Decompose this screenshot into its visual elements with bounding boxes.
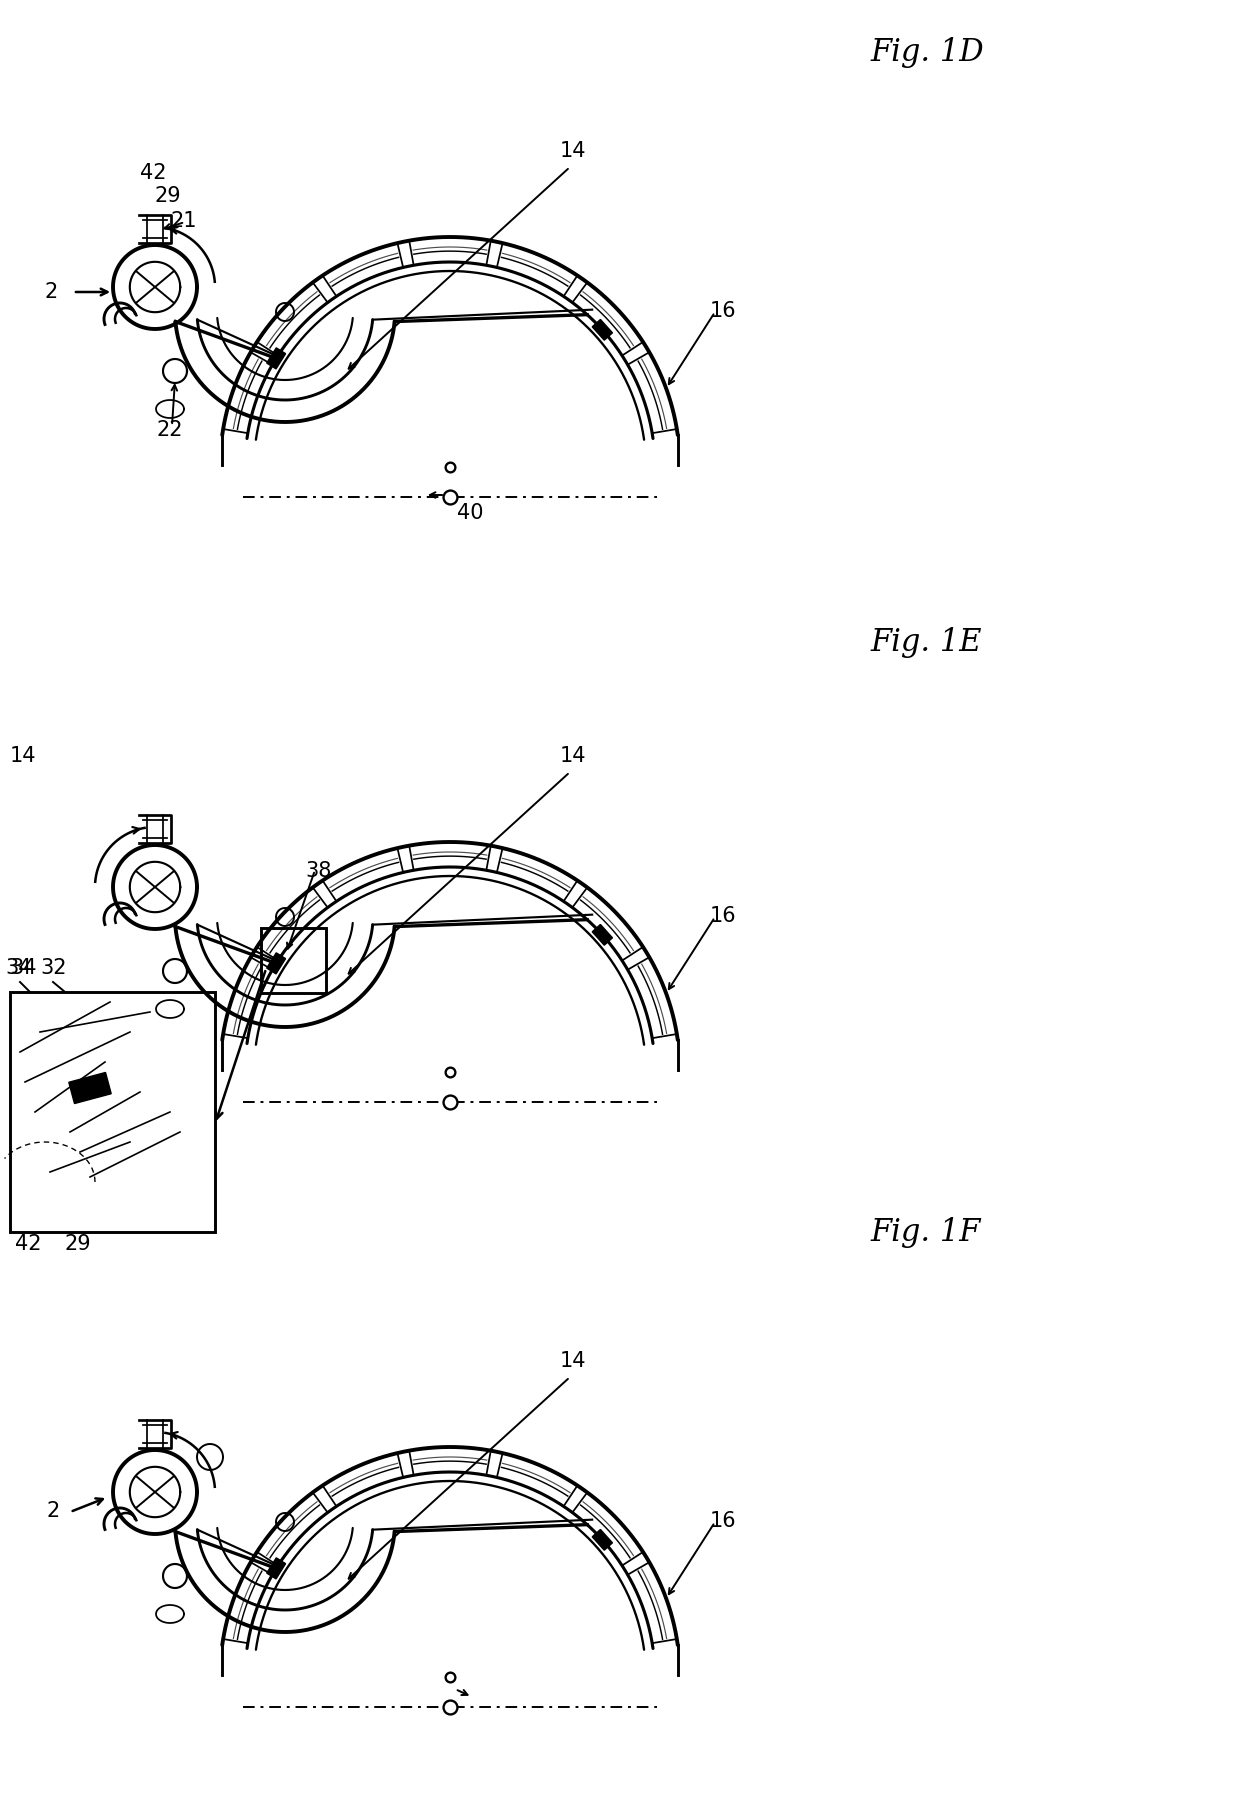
Text: 29: 29 xyxy=(155,186,181,206)
Text: 29: 29 xyxy=(64,1234,92,1254)
Text: Fig. 1D: Fig. 1D xyxy=(870,36,983,67)
Text: Fig. 1E: Fig. 1E xyxy=(870,627,982,658)
Text: 14: 14 xyxy=(560,141,587,161)
Text: 14: 14 xyxy=(560,1352,587,1372)
Text: Fig. 1F: Fig. 1F xyxy=(870,1216,981,1247)
Text: 40: 40 xyxy=(456,502,484,522)
Polygon shape xyxy=(267,1558,285,1579)
Text: 34: 34 xyxy=(10,958,36,978)
Polygon shape xyxy=(267,347,285,369)
Text: 22: 22 xyxy=(156,419,184,439)
Text: 38: 38 xyxy=(305,860,331,882)
Text: 14: 14 xyxy=(10,746,36,766)
Text: 32: 32 xyxy=(40,958,67,978)
Text: 14: 14 xyxy=(560,746,587,766)
Text: 42: 42 xyxy=(15,1234,41,1254)
Polygon shape xyxy=(593,1529,613,1550)
Text: 16: 16 xyxy=(711,1511,737,1531)
Polygon shape xyxy=(593,925,613,945)
Polygon shape xyxy=(68,1073,112,1104)
Polygon shape xyxy=(593,320,613,340)
Text: 34: 34 xyxy=(5,958,31,978)
Bar xyxy=(10,992,215,1232)
Text: 16: 16 xyxy=(711,302,737,322)
Text: 21: 21 xyxy=(170,211,196,231)
Text: 2: 2 xyxy=(45,282,58,302)
Polygon shape xyxy=(267,952,285,974)
Bar xyxy=(262,929,326,994)
Text: 16: 16 xyxy=(711,905,737,925)
Text: 42: 42 xyxy=(140,163,166,183)
Text: 2: 2 xyxy=(47,1502,60,1521)
